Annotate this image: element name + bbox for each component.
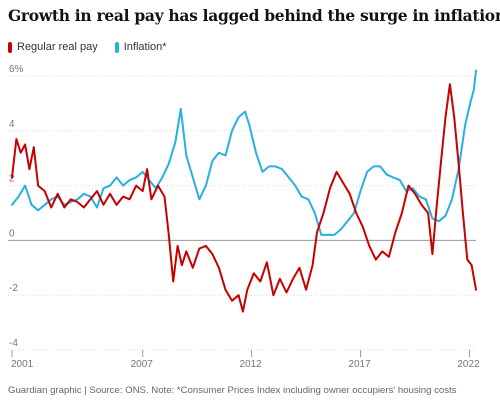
- y-tick-label: 2: [9, 174, 15, 185]
- legend-label-inflation: Inflation*: [123, 41, 167, 53]
- x-tick-label: 2001: [11, 359, 34, 370]
- legend-label-pay: Regular real pay: [17, 41, 98, 53]
- chart-title: Growth in real pay has lagged behind the…: [8, 6, 500, 25]
- line-chart: 6% 4 2 0 -2 -4 2001 2007 2012 2017 2022: [8, 64, 480, 370]
- y-tick-label: -2: [9, 283, 18, 294]
- legend-swatch-pay: [8, 41, 12, 53]
- tick-labels: 6% 4 2 0 -2 -4 2001 2007 2012 2017 2022: [9, 64, 480, 370]
- x-tick-label: 2012: [239, 359, 262, 370]
- y-tick-label: 4: [9, 119, 15, 130]
- x-tick-label: 2007: [131, 359, 154, 370]
- series-line-inflation: [11, 69, 477, 236]
- y-tick-label: -4: [9, 338, 18, 349]
- series-line-regular-real-pay: [11, 83, 477, 313]
- source-note: Guardian graphic | Source: ONS. Note: *C…: [8, 385, 457, 396]
- series-lines: [11, 69, 477, 313]
- y-tick-label: 0: [9, 228, 15, 239]
- x-tick-label: 2017: [348, 359, 371, 370]
- x-tick-label: 2022: [457, 359, 480, 370]
- grid: [8, 75, 476, 357]
- y-tick-label: 6%: [9, 64, 24, 75]
- legend-swatch-inflation: [114, 41, 119, 53]
- chart-legend: Regular real pay Inflation*: [8, 41, 167, 53]
